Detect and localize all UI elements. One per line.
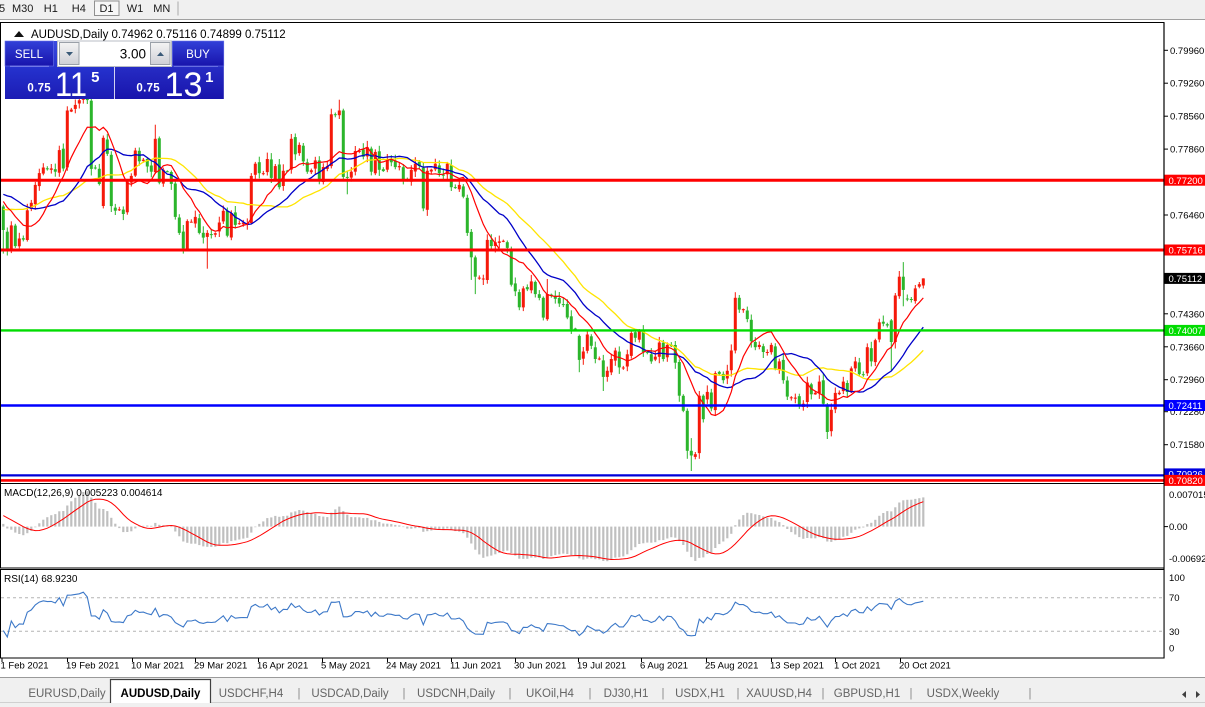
svg-text:0.70820: 0.70820 <box>1169 476 1203 487</box>
svg-text:DJ30,H1: DJ30,H1 <box>604 688 649 700</box>
svg-text:EURUSD,Daily: EURUSD,Daily <box>28 688 106 700</box>
svg-text:30 Jun 2021: 30 Jun 2021 <box>514 661 566 672</box>
svg-text:|: | <box>403 688 406 700</box>
svg-text:GBPUSD,H1: GBPUSD,H1 <box>834 688 900 700</box>
svg-text:XAUUSD,H4: XAUUSD,H4 <box>746 688 812 700</box>
svg-text:0.72411: 0.72411 <box>1169 401 1203 412</box>
svg-text:0.76460: 0.76460 <box>1170 211 1204 222</box>
svg-text:H4: H4 <box>72 3 86 15</box>
svg-text:0.00: 0.00 <box>1169 522 1188 533</box>
svg-text:13: 13 <box>165 66 203 104</box>
svg-text:1 Feb 2021: 1 Feb 2021 <box>1 661 49 672</box>
svg-text:24 May 2021: 24 May 2021 <box>386 661 441 672</box>
svg-text:0.72280: 0.72280 <box>1170 407 1204 418</box>
svg-text:0.73660: 0.73660 <box>1170 342 1204 353</box>
svg-text:|: | <box>1029 688 1032 700</box>
svg-text:0.79960: 0.79960 <box>1170 46 1204 57</box>
svg-text:USDCNH,Daily: USDCNH,Daily <box>417 688 495 700</box>
svg-text:MACD(12,26,9) 0.005223 0.00461: MACD(12,26,9) 0.005223 0.004614 <box>4 488 163 499</box>
svg-text:6 Aug 2021: 6 Aug 2021 <box>640 661 688 672</box>
svg-text:RSI(14) 68.9230: RSI(14) 68.9230 <box>4 574 78 585</box>
svg-text:0.75112: 0.75112 <box>1169 274 1203 285</box>
svg-text:0.74360: 0.74360 <box>1170 309 1204 320</box>
svg-text:0.78560: 0.78560 <box>1170 112 1204 123</box>
svg-text:-0.006927: -0.006927 <box>1169 554 1205 565</box>
svg-text:|: | <box>509 688 512 700</box>
svg-text:25 Aug 2021: 25 Aug 2021 <box>705 661 758 672</box>
svg-text:USDCAD,Daily: USDCAD,Daily <box>311 688 389 700</box>
svg-text:5 May 2021: 5 May 2021 <box>321 661 371 672</box>
svg-text:|: | <box>662 688 665 700</box>
svg-text:BUY: BUY <box>186 49 210 61</box>
svg-text:0.007015: 0.007015 <box>1169 490 1205 501</box>
svg-text:3.00: 3.00 <box>120 47 146 62</box>
svg-text:0.72960: 0.72960 <box>1170 375 1204 386</box>
svg-text:0.77860: 0.77860 <box>1170 145 1204 156</box>
svg-text:11 Jun 2021: 11 Jun 2021 <box>450 661 502 672</box>
svg-text:|: | <box>298 688 301 700</box>
svg-text:AUDUSD,Daily 0.74962 0.75116: AUDUSD,Daily 0.74962 0.75116 0.74899 0.7… <box>31 29 286 41</box>
svg-text:USDCHF,H4: USDCHF,H4 <box>219 688 284 700</box>
svg-text:0.74007: 0.74007 <box>1169 326 1203 337</box>
svg-text:0: 0 <box>1169 644 1174 655</box>
svg-text:0.79260: 0.79260 <box>1170 79 1204 90</box>
svg-text:|: | <box>589 688 592 700</box>
svg-text:MN: MN <box>153 3 170 15</box>
svg-text:19 Jul 2021: 19 Jul 2021 <box>577 661 626 672</box>
svg-text:W1: W1 <box>127 3 144 15</box>
svg-text:M30: M30 <box>12 3 33 15</box>
svg-text:30: 30 <box>1169 627 1180 638</box>
svg-text:0.75716: 0.75716 <box>1169 246 1203 257</box>
svg-text:19 Feb 2021: 19 Feb 2021 <box>66 661 119 672</box>
svg-text:AUDUSD,Daily: AUDUSD,Daily <box>121 688 201 700</box>
svg-text:0.75: 0.75 <box>136 83 160 95</box>
svg-text:13 Sep 2021: 13 Sep 2021 <box>770 661 824 672</box>
svg-text:UKOil,H4: UKOil,H4 <box>526 688 575 700</box>
svg-text:H1: H1 <box>44 3 58 15</box>
svg-text:1: 1 <box>205 69 213 86</box>
svg-text:0.75: 0.75 <box>27 83 51 95</box>
svg-text:|: | <box>737 688 740 700</box>
svg-text:USDX,H1: USDX,H1 <box>675 688 725 700</box>
svg-text:|: | <box>822 688 825 700</box>
svg-text:11: 11 <box>55 66 87 104</box>
svg-text:|: | <box>910 688 913 700</box>
svg-text:1 Oct 2021: 1 Oct 2021 <box>834 661 880 672</box>
svg-text:70: 70 <box>1169 593 1180 604</box>
svg-text:10 Mar 2021: 10 Mar 2021 <box>131 661 184 672</box>
svg-text:USDX,Weekly: USDX,Weekly <box>927 688 1000 700</box>
svg-text:0.71580: 0.71580 <box>1170 440 1204 451</box>
svg-text:5: 5 <box>0 3 5 15</box>
svg-text:16 Apr 2021: 16 Apr 2021 <box>257 661 308 672</box>
svg-text:20 Oct 2021: 20 Oct 2021 <box>899 661 951 672</box>
svg-text:D1: D1 <box>99 3 113 15</box>
svg-text:5: 5 <box>91 69 99 86</box>
svg-text:0.77200: 0.77200 <box>1169 176 1203 187</box>
svg-text:SELL: SELL <box>15 49 44 61</box>
svg-text:29 Mar 2021: 29 Mar 2021 <box>194 661 247 672</box>
svg-text:100: 100 <box>1169 573 1185 584</box>
